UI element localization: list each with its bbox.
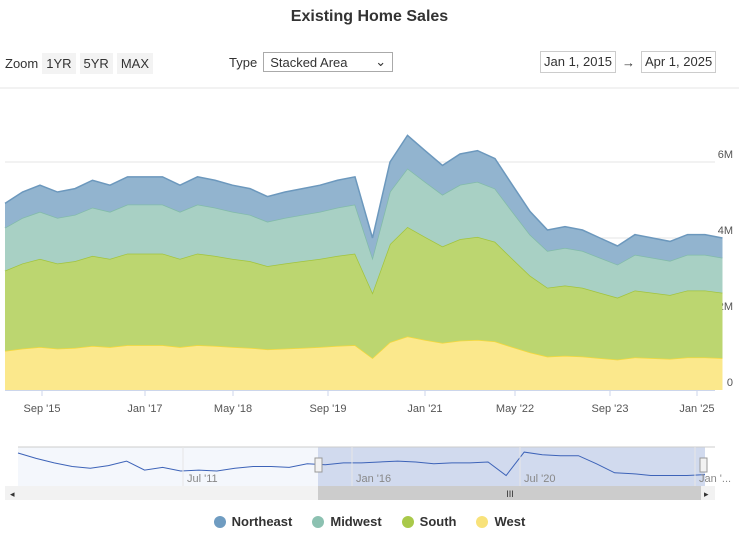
type-control: Type Stacked Area ⌄ <box>229 52 394 72</box>
navigator-selection <box>318 447 705 486</box>
northeast-marker-icon <box>213 515 226 528</box>
x-tick-label: Jan '17 <box>127 403 162 415</box>
legend-item-northeast[interactable]: Northeast <box>213 514 293 529</box>
chart-type-value: Stacked Area <box>270 54 348 70</box>
navigator-handle[interactable] <box>314 457 323 473</box>
scrollbar-thumb[interactable] <box>318 486 701 500</box>
zoom-1yr-button[interactable]: 1YR <box>42 53 76 74</box>
navigator-background <box>18 447 705 486</box>
navigator-tick-label: Jul '11 <box>187 473 218 485</box>
zoom-label: Zoom <box>5 56 39 71</box>
navigator-tick-label: Jan '... <box>699 473 731 485</box>
legend-label: South <box>419 514 457 529</box>
west-marker-icon <box>476 515 489 528</box>
navigator-tick-label: Jul '20 <box>524 473 555 485</box>
y-tick-label: 4M <box>718 225 733 237</box>
arrow-icon: → <box>621 54 635 70</box>
legend: Northeast Midwest South West <box>0 514 739 529</box>
navigator-line <box>17 451 706 477</box>
chevron-down-icon: ⌄ <box>375 54 387 69</box>
legend-item-west[interactable]: West <box>476 514 525 529</box>
scroll-left-icon[interactable]: ◂ <box>10 489 15 499</box>
type-label: Type <box>229 54 258 70</box>
y-tick-label: 0 <box>727 377 733 389</box>
legend-label: Northeast <box>231 514 293 529</box>
navigator-handle[interactable] <box>699 457 708 473</box>
zoom-controls: Zoom 1YR 5YR MAX <box>5 53 153 74</box>
x-tick-label: Sep '19 <box>310 403 347 415</box>
x-tick-label: Jan '25 <box>679 403 714 415</box>
x-tick-label: Jan '21 <box>407 403 442 415</box>
area-south <box>5 226 723 360</box>
south-marker-icon <box>401 515 414 528</box>
x-tick-label: May '22 <box>496 403 534 415</box>
x-tick-label: Sep '23 <box>592 403 629 415</box>
chart-title: Existing Home Sales <box>290 8 449 25</box>
zoom-5yr-button[interactable]: 5YR <box>79 53 113 74</box>
x-tick-label: May '18 <box>214 403 252 415</box>
y-tick-label: 6M <box>718 149 733 161</box>
date-from-input[interactable]: Jan 1, 2015 <box>540 51 616 73</box>
legend-label: West <box>494 514 526 529</box>
chart-type-select[interactable]: Stacked Area ⌄ <box>263 52 394 72</box>
date-to-input[interactable]: Apr 1, 2025 <box>640 51 717 73</box>
scroll-right-icon[interactable]: ▸ <box>704 489 709 499</box>
navigator-tick-label: Jan '16 <box>356 473 391 485</box>
zoom-max-button[interactable]: MAX <box>116 53 153 74</box>
line-northeast <box>4 134 723 247</box>
midwest-marker-icon <box>312 515 325 528</box>
legend-item-midwest[interactable]: Midwest <box>312 514 382 529</box>
date-range: Jan 1, 2015 → Apr 1, 2025 <box>540 51 717 73</box>
legend-label: Midwest <box>330 514 382 529</box>
legend-item-south[interactable]: South <box>401 514 457 529</box>
area-northeast <box>5 135 723 265</box>
area-west <box>5 336 723 390</box>
x-tick-label: Sep '15 <box>24 403 61 415</box>
scrollbar-grip-icon: III <box>506 489 514 499</box>
